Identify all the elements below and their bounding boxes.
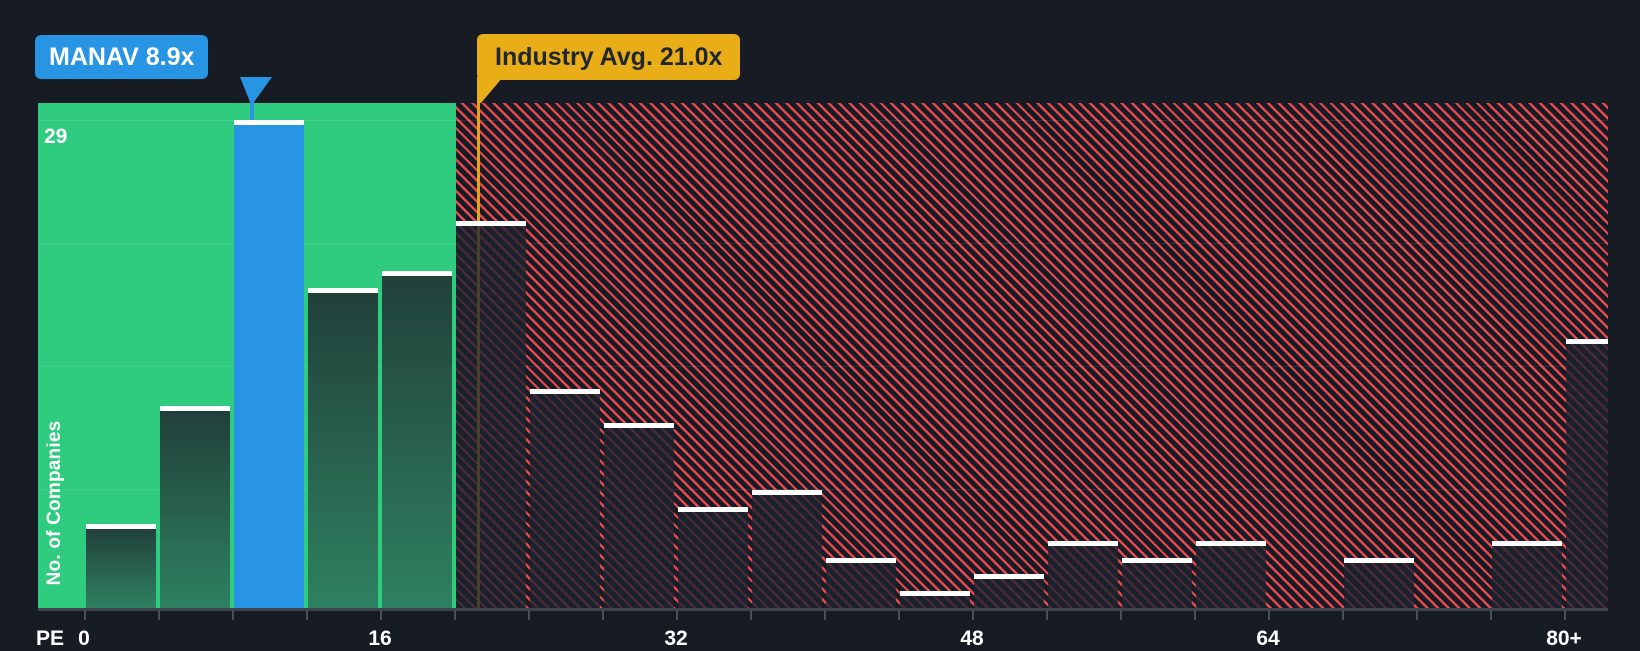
histogram-bar[interactable] xyxy=(86,529,156,608)
histogram-bar[interactable] xyxy=(826,563,896,608)
histogram-bar[interactable] xyxy=(974,579,1044,608)
x-axis-tick xyxy=(1268,611,1270,620)
histogram-bar[interactable] xyxy=(1196,546,1266,608)
bar-top-line xyxy=(382,271,452,276)
company-callout: MANAV 8.9x xyxy=(35,35,209,79)
x-axis-tick xyxy=(898,611,900,620)
gridline xyxy=(38,489,1608,490)
y-axis-title: No. of Companies xyxy=(44,420,65,586)
bar-top-line xyxy=(308,288,378,293)
x-tick-label: 48 xyxy=(960,627,984,650)
bar-top-line xyxy=(530,389,600,394)
bar-top-line xyxy=(1344,558,1414,563)
bar-top-line xyxy=(234,120,304,125)
bar-top-line xyxy=(1122,558,1192,563)
x-axis-tick xyxy=(84,611,86,620)
x-axis-title: PE xyxy=(36,627,65,650)
industry-callout-label: Industry Avg. 21.0x xyxy=(495,42,723,71)
x-axis-tick xyxy=(454,611,456,620)
bar-top-line xyxy=(678,507,748,512)
company-highlight-bar[interactable] xyxy=(234,125,304,608)
x-axis-tick xyxy=(1046,611,1048,620)
bar-top-line xyxy=(604,423,674,428)
bar-top-line xyxy=(160,406,230,411)
x-axis-tick xyxy=(750,611,752,620)
histogram-bar[interactable] xyxy=(308,293,378,608)
x-tick-label: 32 xyxy=(664,627,688,650)
x-axis-tick xyxy=(602,611,604,620)
bar-top-line xyxy=(1048,541,1118,546)
histogram-bar[interactable] xyxy=(1492,546,1562,608)
x-axis-tick xyxy=(158,611,160,620)
histogram-bar[interactable] xyxy=(1048,546,1118,608)
x-axis-tick xyxy=(232,611,234,620)
bar-top-line xyxy=(900,591,970,596)
histogram-bar[interactable] xyxy=(1566,344,1608,608)
histogram-bar[interactable] xyxy=(530,394,600,608)
x-axis-tick xyxy=(1120,611,1122,620)
histogram-bar[interactable] xyxy=(456,226,526,608)
bar-top-line xyxy=(752,490,822,495)
plot-area: 29 No. of Companies xyxy=(38,103,1608,608)
x-axis-tick xyxy=(528,611,530,620)
bar-top-line xyxy=(1196,541,1266,546)
histogram-bar[interactable] xyxy=(1122,563,1192,608)
bar-top-line xyxy=(826,558,896,563)
bar-top-line xyxy=(1492,541,1562,546)
bar-top-line xyxy=(456,221,526,226)
industry-callout-pointer xyxy=(477,77,503,103)
x-axis-tick xyxy=(824,611,826,620)
gridline xyxy=(38,366,1608,367)
gridline xyxy=(38,120,1608,121)
x-tick-label: 64 xyxy=(1256,627,1280,650)
x-axis-tick xyxy=(972,611,974,620)
company-callout-label: MANAV 8.9x xyxy=(49,42,195,71)
bar-top-line xyxy=(974,574,1044,579)
bar-top-line xyxy=(1566,339,1608,344)
industry-callout: Industry Avg. 21.0x xyxy=(477,34,741,80)
bar-top-line xyxy=(86,524,156,529)
x-axis-tick xyxy=(1194,611,1196,620)
gridline xyxy=(38,243,1608,244)
histogram-bar[interactable] xyxy=(752,495,822,608)
x-tick-label: 16 xyxy=(368,627,392,650)
histogram-bar[interactable] xyxy=(678,512,748,608)
y-axis-max-label: 29 xyxy=(44,125,68,148)
histogram-bar[interactable] xyxy=(604,428,674,608)
x-axis-tick xyxy=(1564,611,1566,620)
x-tick-label: 80+ xyxy=(1546,627,1582,650)
x-axis-line xyxy=(38,608,1608,611)
histogram-bar[interactable] xyxy=(1344,563,1414,608)
x-tick-label: 0 xyxy=(78,627,90,650)
x-axis-tick xyxy=(1416,611,1418,620)
histogram-bar[interactable] xyxy=(160,411,230,608)
x-axis-tick xyxy=(1342,611,1344,620)
histogram-bar[interactable] xyxy=(900,596,970,608)
x-axis-tick xyxy=(306,611,308,620)
x-axis-tick xyxy=(380,611,382,620)
x-axis-tick xyxy=(1490,611,1492,620)
x-axis-tick xyxy=(676,611,678,620)
histogram-bar[interactable] xyxy=(382,276,452,608)
